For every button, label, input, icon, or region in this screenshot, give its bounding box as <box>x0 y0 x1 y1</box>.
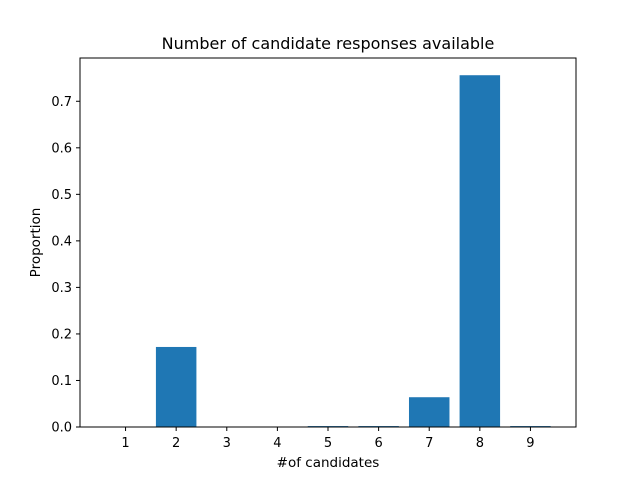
bar-7 <box>408 397 450 427</box>
x-tick-label-4: 4 <box>273 436 281 451</box>
x-tick-label-5: 5 <box>324 436 332 451</box>
ticks-layer: 1 2 3 4 5 6 7 8 9 0.0 0.1 0.2 0.3 0.4 0.5 0.6 0.7 <box>51 95 534 451</box>
x-tick-label-7: 7 <box>425 436 433 451</box>
y-tick-label-4: 0.4 <box>51 234 72 249</box>
x-tick-label-6: 6 <box>374 436 382 451</box>
x-axis-label: #of candidates <box>277 455 380 471</box>
plot-frame <box>79 57 577 428</box>
x-tick-label-3: 3 <box>223 436 231 451</box>
y-tick-label-7: 0.7 <box>51 95 72 110</box>
x-tick-label-2: 2 <box>172 436 180 451</box>
chart-title: Number of candidate responses available <box>162 34 495 53</box>
y-axis-label: Proportion <box>28 208 44 278</box>
bar-2 <box>155 346 197 427</box>
x-tick-label-8: 8 <box>476 436 484 451</box>
y-tick-label-3: 0.3 <box>51 281 72 296</box>
bars-layer <box>155 75 551 427</box>
x-tick-label-9: 9 <box>526 436 534 451</box>
y-tick-label-5: 0.5 <box>51 188 72 203</box>
bar-8 <box>459 75 501 427</box>
y-tick-label-0: 0.0 <box>51 421 72 436</box>
y-tick-label-1: 0.1 <box>51 374 72 389</box>
y-tick-label-2: 0.2 <box>51 327 72 342</box>
y-tick-label-6: 0.6 <box>51 141 72 156</box>
x-tick-label-1: 1 <box>121 436 129 451</box>
